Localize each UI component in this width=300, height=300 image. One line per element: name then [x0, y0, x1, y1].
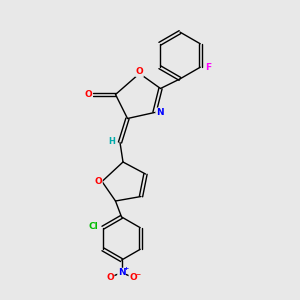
Text: −: − [136, 271, 141, 276]
Text: N: N [118, 268, 125, 277]
Text: O: O [106, 273, 114, 282]
Text: Cl: Cl [88, 222, 98, 231]
Text: H: H [108, 136, 115, 146]
Text: O: O [94, 177, 102, 186]
Text: O: O [85, 90, 92, 99]
Text: O: O [136, 68, 143, 76]
Text: N: N [156, 108, 164, 117]
Text: O: O [129, 273, 137, 282]
Text: F: F [206, 63, 212, 72]
Text: +: + [123, 266, 128, 271]
